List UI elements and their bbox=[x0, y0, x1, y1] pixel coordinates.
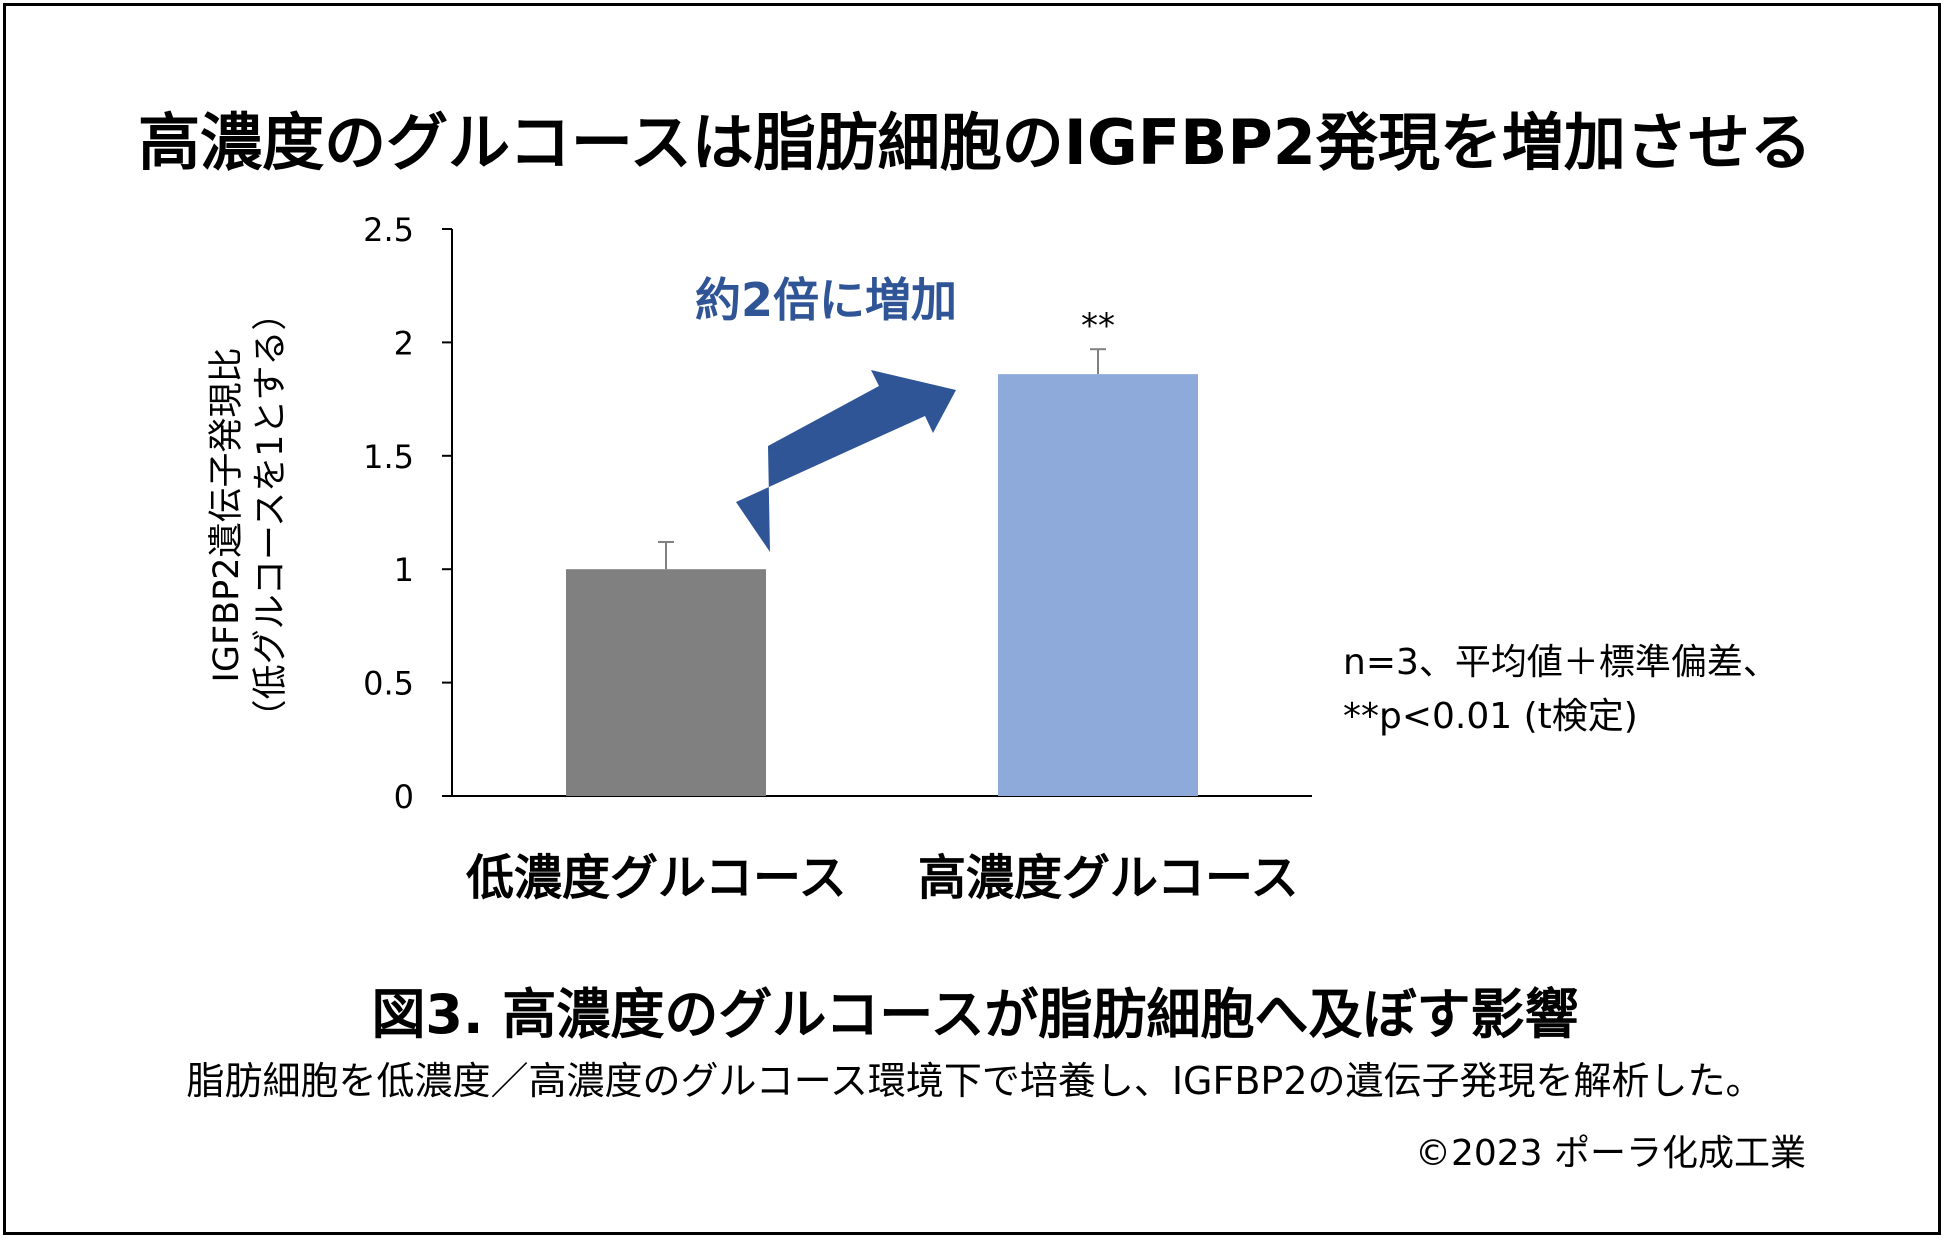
page-frame bbox=[3, 3, 1941, 1235]
category-label-low: 低濃度グルコース bbox=[466, 850, 847, 906]
bar bbox=[566, 569, 766, 796]
increase-arrow bbox=[736, 370, 956, 552]
bar bbox=[998, 374, 1198, 796]
increase-annotation: 約2倍に増加 bbox=[695, 273, 957, 327]
page-title: 高濃度のグルコースは脂肪細胞のIGFBP2発現を増加させる bbox=[138, 106, 1812, 179]
significance-marker: ** bbox=[1081, 306, 1115, 346]
statistics-note: n=3、平均値＋標準偏差、 **p<0.01 (t検定) bbox=[1343, 636, 1779, 744]
y-tick-label: 0.5 bbox=[363, 665, 414, 703]
y-axis-label-line2: （低グルコースを1とする） bbox=[251, 295, 291, 735]
y-tick-label: 2.5 bbox=[363, 211, 414, 249]
y-tick-label: 1.5 bbox=[363, 438, 414, 476]
y-tick-label: 2 bbox=[394, 324, 414, 362]
y-tick-label: 1 bbox=[394, 551, 414, 589]
category-label-high: 高濃度グルコース bbox=[918, 850, 1299, 906]
figure-title: 図3. 高濃度のグルコースが脂肪細胞へ及ぼす影響 bbox=[371, 983, 1579, 1046]
y-tick-label: 0 bbox=[394, 778, 414, 816]
y-axis-label: IGFBP2遺伝子発現比 （低グルコースを1とする） bbox=[205, 280, 295, 750]
copyright: ©2023 ポーラ化成工業 bbox=[1414, 1133, 1806, 1174]
y-axis-label-line1: IGFBP2遺伝子発現比 bbox=[207, 347, 247, 683]
statistics-note-line1: n=3、平均値＋標準偏差、 bbox=[1343, 642, 1779, 683]
figure-description: 脂肪細胞を低濃度／高濃度のグルコース環境下で培養し、IGFBP2の遺伝子発現を解… bbox=[186, 1059, 1764, 1103]
statistics-note-line2: **p<0.01 (t検定) bbox=[1343, 696, 1638, 737]
